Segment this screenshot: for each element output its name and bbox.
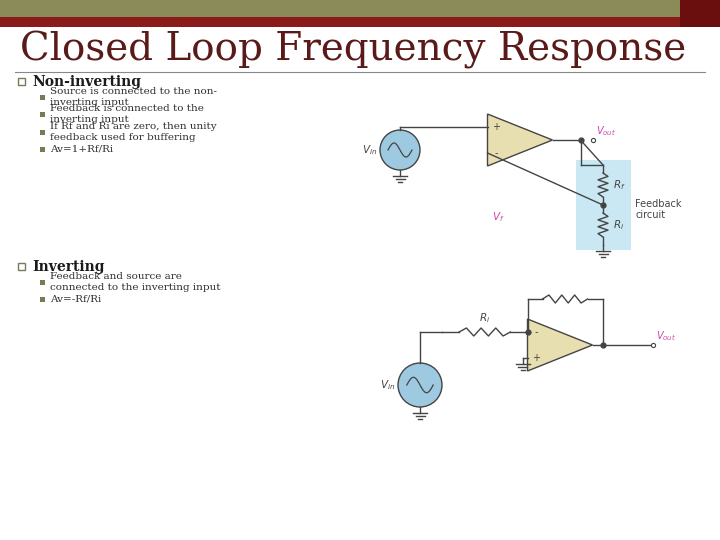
Text: Av=-Rf/Ri: Av=-Rf/Ri [50, 294, 102, 303]
Bar [680, 0, 720, 27]
Polygon shape [528, 319, 593, 371]
Text: Feedback
circuit: Feedback circuit [636, 199, 682, 220]
Text: +: + [492, 122, 500, 132]
Text: Feedback is connected to the
inverting input: Feedback is connected to the inverting i… [50, 104, 204, 124]
Polygon shape [487, 114, 552, 166]
Text: Av=1+Rf/Ri: Av=1+Rf/Ri [50, 145, 113, 153]
Text: -: - [535, 327, 539, 337]
Text: If Rf and Ri are zero, then unity
feedback used for buffering: If Rf and Ri are zero, then unity feedba… [50, 122, 217, 142]
Text: Inverting: Inverting [32, 260, 104, 274]
Text: $V_f$: $V_f$ [492, 210, 505, 224]
Bar [40, 130, 45, 134]
Text: $R_f$: $R_f$ [613, 178, 626, 192]
Text: $V_{out}$: $V_{out}$ [655, 329, 675, 343]
Text: Non-inverting: Non-inverting [32, 75, 141, 89]
Text: Source is connected to the non-
inverting input: Source is connected to the non- invertin… [50, 87, 217, 107]
Circle shape [398, 363, 442, 407]
Text: $R_i$: $R_i$ [613, 218, 624, 232]
Text: -: - [495, 148, 498, 158]
Circle shape [380, 130, 420, 170]
Text: Feedback and source are
connected to the inverting input: Feedback and source are connected to the… [50, 272, 220, 292]
Bar [18, 78, 25, 85]
Text: $V_{in}$: $V_{in}$ [361, 143, 377, 157]
Bar [0, 17, 680, 27]
Text: $V_{out}$: $V_{out}$ [595, 124, 616, 138]
Text: $R_i$: $R_i$ [479, 311, 490, 325]
Bar [40, 280, 45, 285]
Bar [40, 146, 45, 152]
Bar [40, 111, 45, 117]
Text: +: + [533, 353, 541, 363]
Bar [0, 0, 720, 17]
Text: Closed Loop Frequency Response: Closed Loop Frequency Response [20, 31, 686, 69]
Text: $V_{in}$: $V_{in}$ [379, 378, 395, 392]
Bar [18, 263, 25, 270]
Bar [40, 94, 45, 99]
Bar [575, 160, 631, 250]
Bar [40, 296, 45, 301]
